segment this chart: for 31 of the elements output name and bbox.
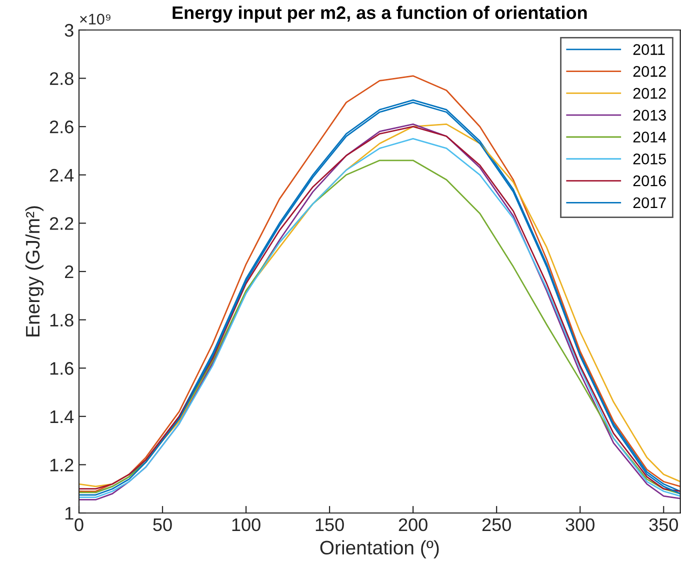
x-tick-label: 0 bbox=[74, 518, 84, 532]
legend-label: 2012 bbox=[633, 88, 666, 99]
y-tick-label: 1.2 bbox=[50, 458, 74, 472]
y-axis-title: Energy (GJ/m²) bbox=[25, 206, 44, 336]
legend-label: 2017 bbox=[633, 197, 666, 208]
y-tick-label: 3 bbox=[64, 24, 74, 37]
x-tick-label: 250 bbox=[482, 518, 511, 532]
x-tick-label: 50 bbox=[153, 518, 172, 532]
legend-label: 2011 bbox=[633, 44, 665, 55]
y-tick-label: 2.4 bbox=[50, 168, 74, 182]
legend-label: 2012 bbox=[633, 66, 666, 77]
legend-label: 2016 bbox=[633, 175, 666, 186]
x-tick-label: 300 bbox=[566, 518, 594, 532]
x-axis-title: Orientation (º) bbox=[320, 540, 439, 558]
y-tick-label: 1.6 bbox=[50, 362, 74, 375]
x-tick-label: 100 bbox=[232, 518, 260, 532]
y-tick-label: 1.8 bbox=[50, 314, 74, 327]
y-tick-label: 2 bbox=[65, 265, 74, 278]
legend-label: 2013 bbox=[633, 110, 666, 121]
legend-label: 2014 bbox=[633, 132, 666, 142]
y-tick-label: 1.4 bbox=[50, 410, 74, 423]
legend-label: 2015 bbox=[633, 154, 666, 164]
x-tick-label: 200 bbox=[398, 518, 428, 532]
y-tick-label: 2.8 bbox=[50, 72, 74, 86]
y-tick-label: 2.6 bbox=[50, 120, 74, 134]
chart-title: Energy input per m2, as a function of orientation bbox=[172, 6, 587, 23]
text: ×10⁹ bbox=[80, 14, 110, 25]
y-tick-label: 2.2 bbox=[50, 217, 74, 230]
y-tick-label: 1 bbox=[65, 507, 74, 520]
x-tick-label: 350 bbox=[649, 518, 678, 532]
x-tick-label: 150 bbox=[316, 518, 344, 532]
